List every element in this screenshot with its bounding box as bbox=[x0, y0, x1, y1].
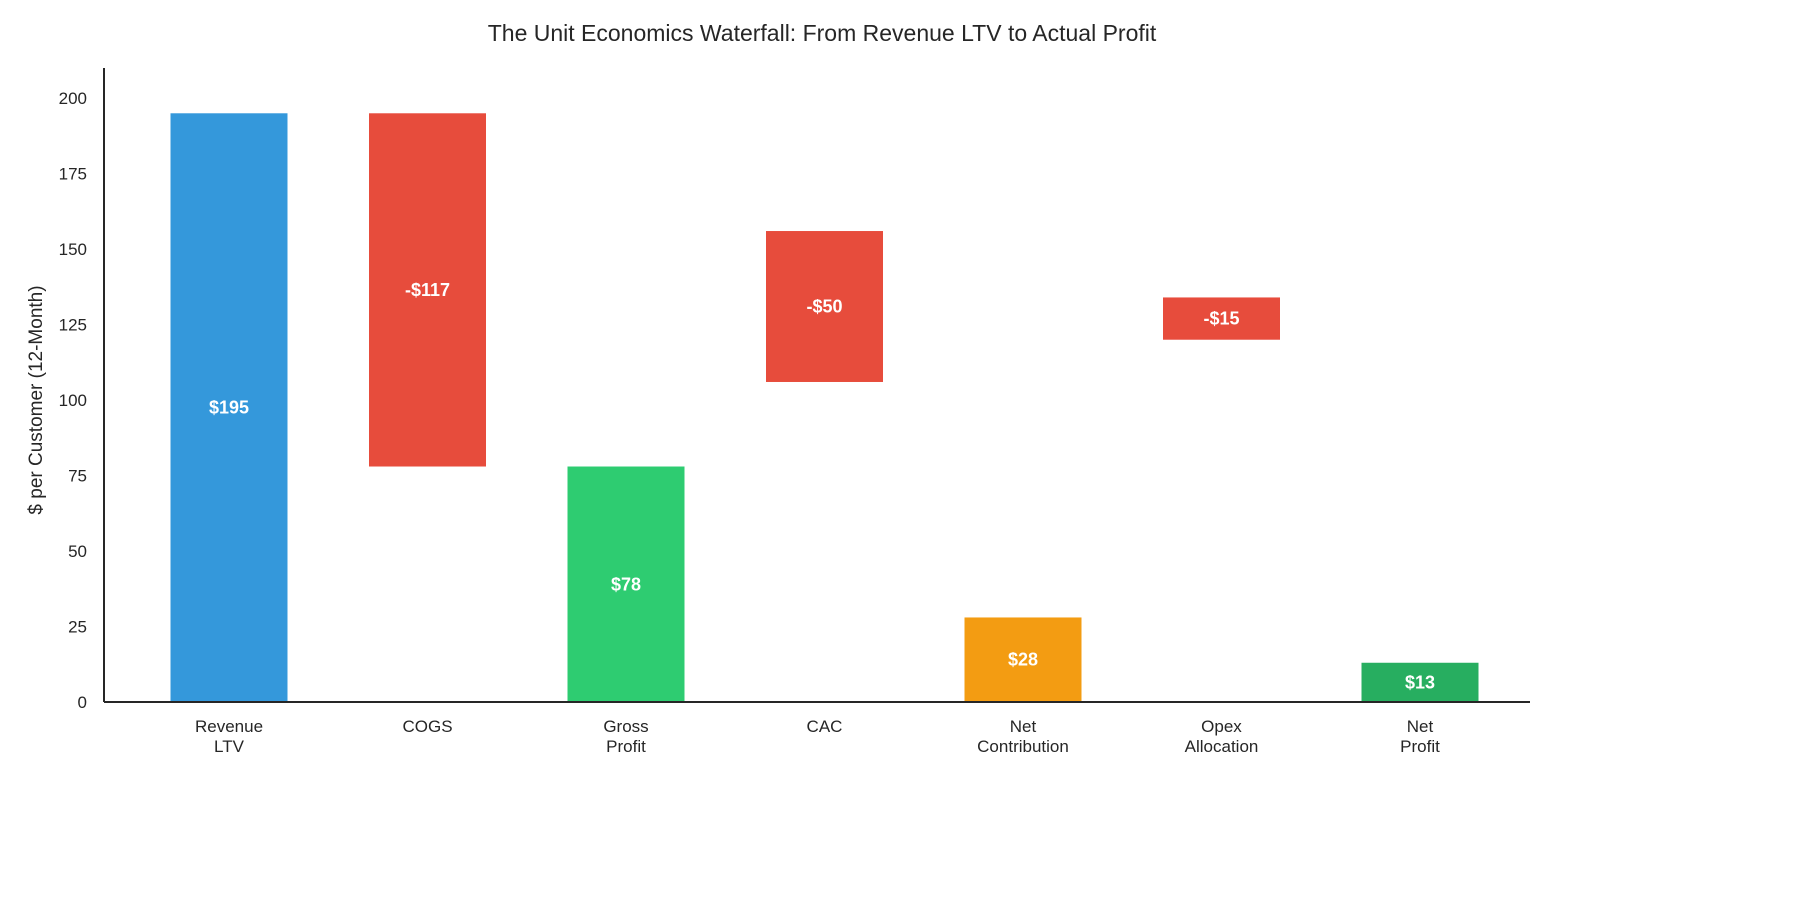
y-tick-label: 200 bbox=[59, 89, 87, 108]
data-label-6: $13 bbox=[1405, 672, 1435, 692]
x-tick-label-4: Net Contribution bbox=[977, 717, 1069, 756]
data-label-5: -$15 bbox=[1203, 309, 1239, 329]
data-label-1: -$117 bbox=[405, 280, 450, 300]
y-axis-label: $ per Customer (12-Month) bbox=[26, 285, 47, 514]
y-tick-label: 25 bbox=[68, 618, 87, 637]
x-tick-label-5: Opex Allocation bbox=[1185, 717, 1259, 756]
bar-3 bbox=[766, 231, 883, 382]
bar-6 bbox=[1361, 662, 1479, 702]
bar-4 bbox=[964, 617, 1082, 702]
y-tick-label: 100 bbox=[59, 391, 87, 410]
x-tick-label-2: Gross Profit bbox=[603, 717, 648, 756]
chart-title: The Unit Economics Waterfall: From Reven… bbox=[488, 20, 1157, 46]
data-label-0: $195 bbox=[209, 398, 249, 418]
x-tick-label-0: Revenue LTV bbox=[195, 717, 263, 756]
x-tick-label-6: Net Profit bbox=[1400, 717, 1440, 756]
x-tick-label-1: COGS bbox=[402, 717, 452, 736]
bar-5 bbox=[1163, 297, 1280, 340]
data-label-3: -$50 bbox=[806, 297, 842, 317]
y-tick-label: 0 bbox=[78, 693, 87, 712]
bar-1 bbox=[369, 113, 486, 467]
y-tick-label: 125 bbox=[59, 316, 87, 335]
y-tick-label: 175 bbox=[59, 165, 87, 184]
y-tick-label: 50 bbox=[68, 542, 87, 561]
y-tick-label: 75 bbox=[68, 467, 87, 486]
x-tick-label-3: CAC bbox=[807, 717, 843, 736]
data-label-2: $78 bbox=[611, 574, 641, 594]
y-tick-label: 150 bbox=[59, 240, 87, 259]
bar-0 bbox=[170, 113, 288, 703]
data-label-4: $28 bbox=[1008, 650, 1038, 670]
bar-2 bbox=[567, 466, 685, 702]
